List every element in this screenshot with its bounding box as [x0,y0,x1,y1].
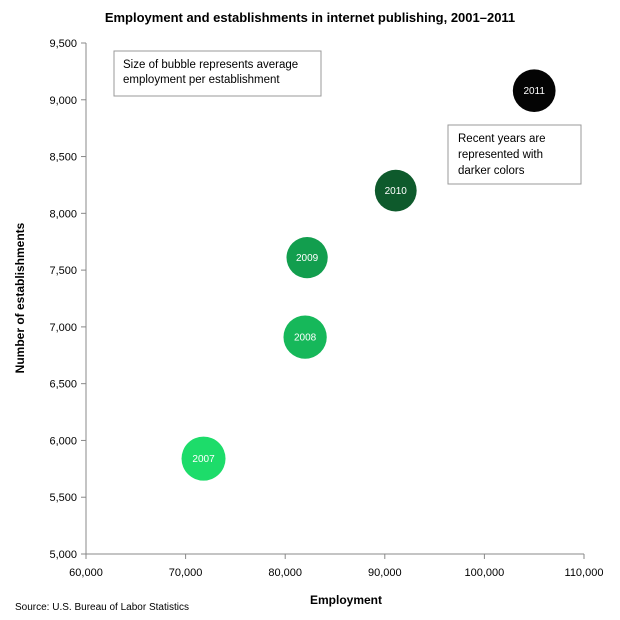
size-note-line-1: Size of bubble represents average [123,59,298,71]
y-tick-label: 8,500 [49,152,77,164]
bubble-label-2009: 2009 [296,253,319,264]
y-axis-title: Number of establishments [13,222,27,373]
color-note-line-3: darker colors [458,165,525,177]
y-tick-label: 9,500 [49,38,77,50]
bubbles: 2007 2008 2009 2010 2011 [181,69,556,481]
color-note-line-1: Recent years are [458,133,546,145]
bubble-2007 [181,436,226,481]
x-tick-label: 70,000 [169,567,203,579]
y-tick-label: 7,000 [49,322,77,334]
size-note-line-2: employment per establishment [123,74,280,86]
source-note: Source: U.S. Bureau of Labor Statistics [15,602,189,613]
x-tick-label: 100,000 [465,567,505,579]
y-axis-ticks: 5,000 5,500 6,000 6,500 7,000 7,500 8,000 8,500… [49,38,86,561]
bubble-2009 [286,237,328,279]
x-tick-label: 90,000 [368,567,402,579]
size-note-box: Size of bubble represents average employ… [113,50,322,97]
bubble-label-2010: 2010 [385,186,408,197]
y-tick-label: 6,500 [49,379,77,391]
y-tick-label: 5,500 [49,492,77,504]
bubble-2008 [283,315,327,359]
color-note-line-2: represented with [458,149,543,161]
color-note-box: Recent years are represented with darker… [447,124,582,185]
x-axis-title: Employment [310,593,382,607]
x-tick-label: 80,000 [268,567,302,579]
bubble-label-2007: 2007 [192,454,215,465]
y-tick-label: 7,500 [49,265,77,277]
bubble-2010 [374,169,417,212]
bubble-2011 [512,69,556,113]
y-tick-label: 9,000 [49,95,77,107]
x-tick-label: 110,000 [565,567,604,579]
y-tick-label: 8,000 [49,208,77,220]
x-tick-label: 60,000 [69,567,103,579]
y-tick-label: 6,000 [49,435,77,447]
bubble-label-2008: 2008 [294,333,317,344]
y-tick-label: 5,000 [49,549,77,561]
bubble-label-2011: 2011 [523,86,545,97]
chart-title: Employment and establishments in interne… [105,10,515,25]
x-axis-ticks: 60,000 70,000 80,000 90,000 100,000 110,000 [69,554,603,579]
